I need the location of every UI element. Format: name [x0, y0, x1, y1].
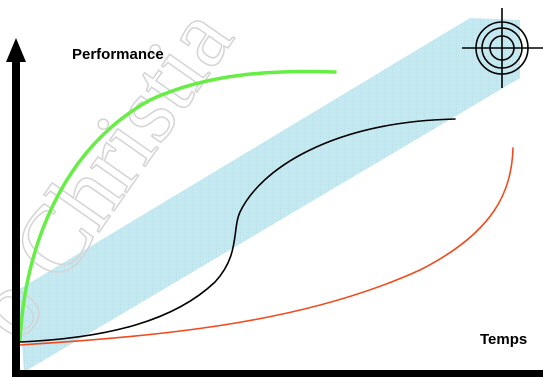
- y-axis: [12, 58, 20, 376]
- crosshair-target-icon: [462, 8, 543, 88]
- curve-black: [19, 118, 456, 343]
- x-axis: [12, 370, 543, 377]
- curve-red: [19, 147, 514, 346]
- axes: [6, 38, 543, 377]
- x-axis-label: Temps: [480, 331, 527, 348]
- curve-green: [18, 69, 337, 342]
- trend-band: [18, 18, 520, 372]
- y-axis-label: Performance: [72, 46, 164, 63]
- y-axis-arrow: [6, 38, 26, 62]
